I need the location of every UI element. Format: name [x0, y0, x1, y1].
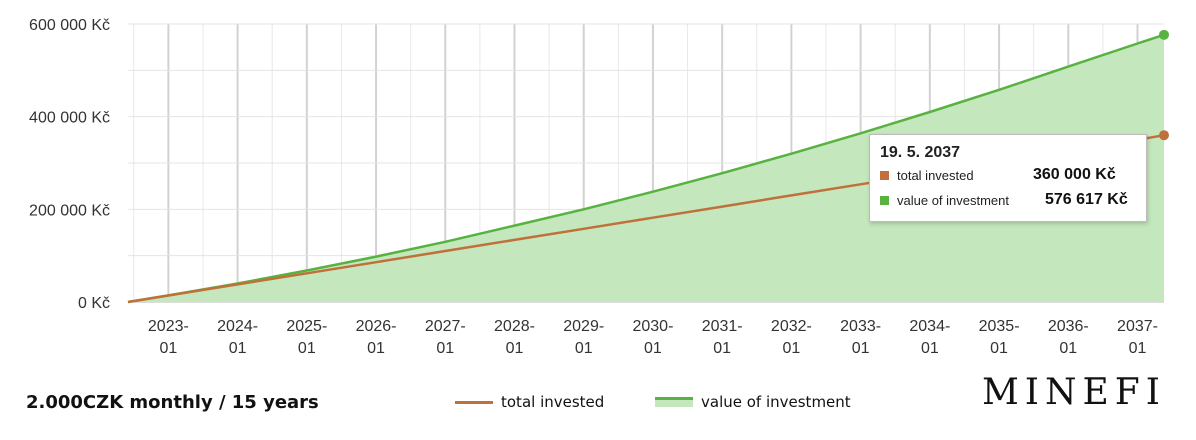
point-marker-value-of-investment[interactable]: [1159, 29, 1169, 40]
legend-label-value-of-investment: value of investment: [701, 393, 851, 411]
x-tick-label: 2026-01: [356, 318, 397, 357]
x-tick-label: 2033-01: [840, 318, 881, 357]
x-tick-label: 2034-01: [909, 318, 950, 357]
x-tick-label: 2037-01: [1117, 318, 1158, 357]
x-tick-label: 2030-01: [632, 318, 673, 357]
y-tick-label: 400 000 Kč: [29, 110, 110, 127]
x-tick-label: 2028-01: [494, 318, 535, 357]
x-tick-label: 2029-01: [563, 318, 604, 357]
x-tick-label: 2036-01: [1048, 318, 1089, 357]
tooltip-row-total-invested: total invested: [880, 168, 1136, 183]
series-area-value-of-investment: [128, 34, 1164, 303]
y-tick-label: 600 000 Kč: [29, 17, 110, 34]
x-tick-label: 2032-01: [771, 318, 812, 357]
y-axis: 0 Kč 200 000 Kč 400 000 Kč 600 000 Kč: [29, 17, 110, 312]
chart-caption: 2.000CZK monthly / 15 years: [26, 392, 319, 413]
tooltip-value-total-invested: 360 000 Kč: [1033, 166, 1116, 183]
x-tick-label: 2027-01: [425, 318, 466, 357]
legend-label-total-invested: total invested: [501, 393, 605, 411]
legend-line-icon: [455, 400, 493, 404]
legend-area-icon: [655, 397, 693, 407]
tooltip-swatch-total-invested: [880, 171, 889, 180]
y-tick-label: 0 Kč: [78, 295, 110, 312]
tooltip: 19. 5. 2037 total invested 360 000 Kč va…: [869, 134, 1147, 222]
x-tick-label: 2024-01: [217, 318, 258, 357]
minefi-logo: MINEFI: [981, 372, 1166, 413]
x-tick-label: 2035-01: [979, 318, 1020, 357]
x-axis: 2023-01 2024-01 2025-01 2026-01 2027-01 2028-…: [148, 318, 1158, 357]
x-tick-label: 2025-01: [286, 318, 327, 357]
y-tick-label: 200 000 Kč: [29, 202, 110, 219]
tooltip-swatch-value-of-investment: [880, 196, 889, 205]
point-marker-total-invested[interactable]: [1159, 130, 1169, 141]
series-line-value-of-investment: [127, 33, 1165, 304]
tooltip-value-value-of-investment: 576 617 Kč: [1045, 191, 1128, 208]
tooltip-label-total-invested: total invested: [897, 168, 974, 183]
tooltip-label-value-of-investment: value of investment: [897, 193, 1010, 208]
x-tick-label: 2023-01: [148, 318, 189, 357]
legend-item-total-invested[interactable]: total invested: [455, 393, 604, 411]
legend-item-value-of-investment[interactable]: value of investment: [655, 393, 851, 411]
tooltip-row-value-of-investment: value of investment: [880, 193, 1136, 208]
tooltip-date: 19. 5. 2037: [880, 144, 961, 161]
x-tick-label: 2031-01: [702, 318, 743, 357]
